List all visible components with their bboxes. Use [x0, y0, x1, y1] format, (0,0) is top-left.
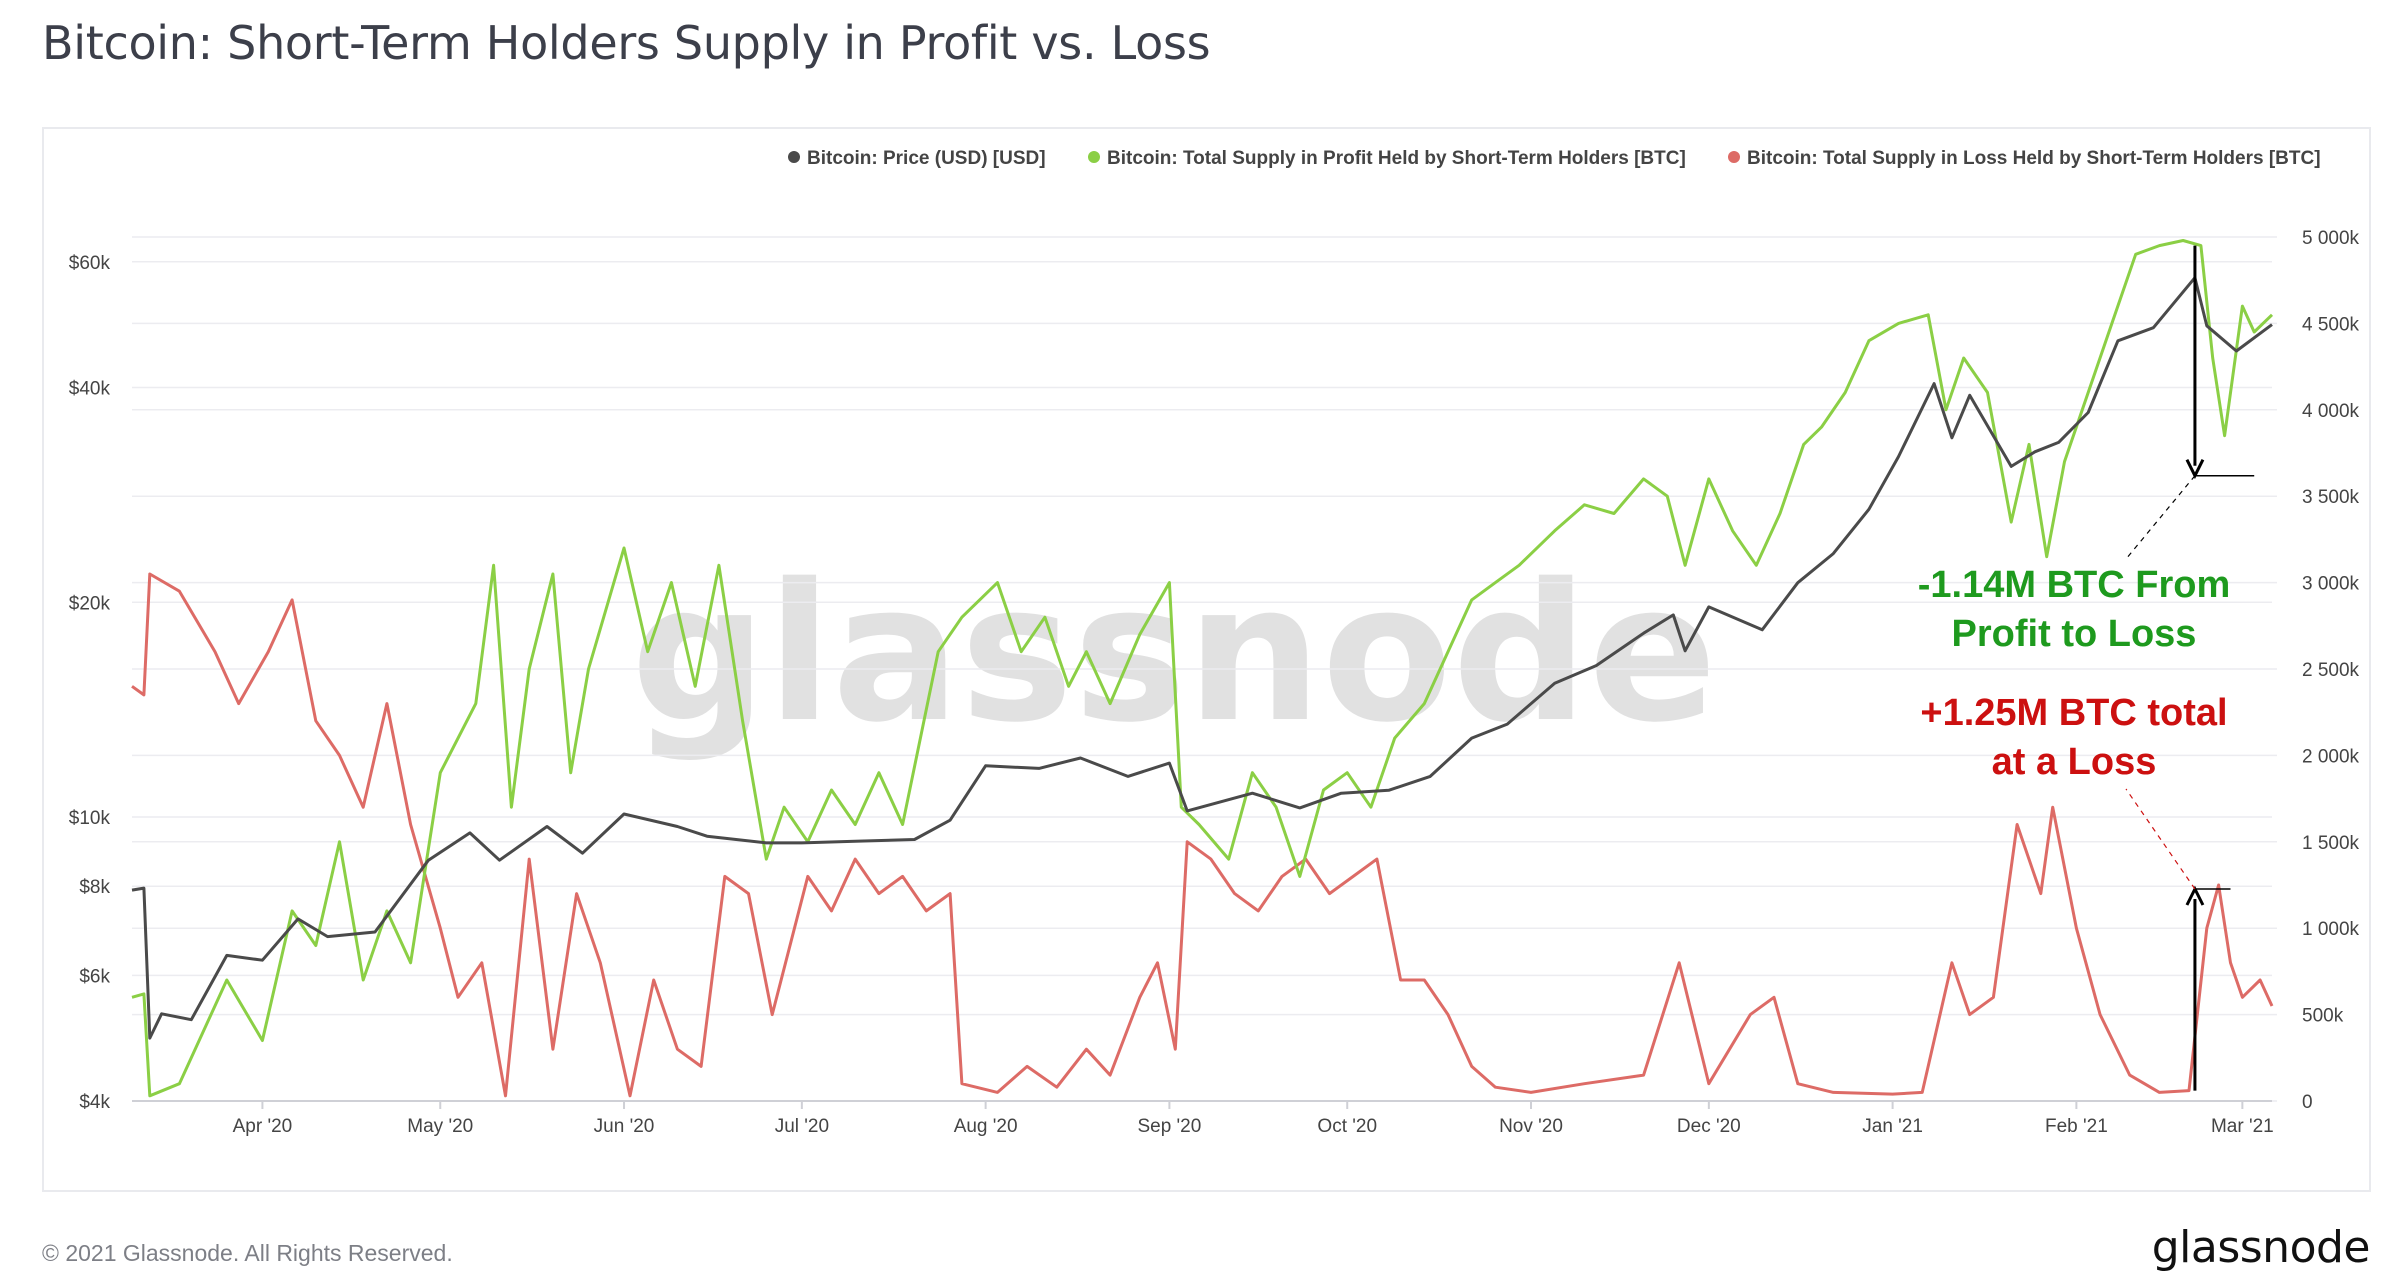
left-axis-tick-label: $4k — [79, 1092, 110, 1113]
legend-label: Bitcoin: Price (USD) [USD] — [807, 148, 1046, 169]
x-axis-tick-label: Jan '21 — [1862, 1116, 1923, 1137]
right-axis-tick-label: 1 000k — [2302, 919, 2360, 940]
chart-frame: glassnode 0 500k 1 000k 1 500k 2 000k 2 500k 3 … — [42, 127, 2371, 1192]
right-axis-tick-label: 5 000k — [2302, 228, 2360, 249]
legend-marker — [1728, 151, 1740, 163]
total-loss-annotation: at a Loss — [1992, 741, 2157, 783]
loss-annotation-leader — [2125, 788, 2196, 890]
legend-label: Bitcoin: Total Supply in Loss Held by Sh… — [1747, 148, 2321, 169]
x-axis-tick-label: Aug '20 — [954, 1116, 1018, 1137]
left-axis-tick-label: $60k — [69, 253, 111, 274]
legend-marker — [788, 151, 800, 163]
page-title: Bitcoin: Short-Term Holders Supply in Pr… — [42, 16, 1211, 70]
loss-series-line — [131, 572, 2274, 1098]
copyright-footer: © 2021 Glassnode. All Rights Reserved. — [42, 1240, 453, 1266]
profit-loss-annotation: Profit to Loss — [1952, 613, 2197, 655]
left-axis-tick-label: $8k — [79, 877, 110, 898]
right-axis-tick-label: 2 500k — [2302, 660, 2360, 681]
x-axis-tick-label: Jul '20 — [775, 1116, 829, 1137]
legend-marker — [1088, 151, 1100, 163]
x-axis-tick-label: Sep '20 — [1137, 1116, 1201, 1137]
brand-logo: glassnode — [2151, 1222, 2371, 1273]
x-axis-tick-label: Feb '21 — [2045, 1116, 2108, 1137]
left-axis-tick-label: $10k — [69, 808, 111, 829]
right-axis-tick-label: 1 500k — [2302, 833, 2360, 854]
right-axis-tick-label: 3 500k — [2302, 487, 2360, 508]
x-axis-tick-label: May '20 — [407, 1116, 473, 1137]
right-axis-tick-label: 500k — [2302, 1006, 2344, 1027]
x-axis-tick-label: Jun '20 — [594, 1116, 655, 1137]
x-axis-tick-label: Apr '20 — [233, 1116, 293, 1137]
x-axis-tick-label: Nov '20 — [1499, 1116, 1563, 1137]
legend-label: Bitcoin: Total Supply in Profit Held by … — [1107, 148, 1686, 169]
profit-annotation-leader — [2125, 475, 2196, 560]
left-axis-tick-label: $40k — [69, 378, 111, 399]
left-axis-tick-label: $6k — [79, 966, 110, 987]
profit-series-line — [131, 239, 2274, 1098]
right-axis-tick-label: 4 500k — [2302, 314, 2360, 335]
profit-loss-annotation: -1.14M BTC From — [1918, 564, 2230, 606]
x-axis-tick-label: Mar '21 — [2211, 1116, 2274, 1137]
right-axis-tick-label: 3 000k — [2302, 574, 2360, 595]
right-axis-tick-label: 2 000k — [2302, 746, 2360, 767]
left-axis-tick-label: $20k — [69, 593, 111, 614]
price-series-line — [131, 276, 2273, 1040]
x-axis-tick-label: Dec '20 — [1677, 1116, 1741, 1137]
right-axis-tick-label: 4 000k — [2302, 401, 2360, 422]
total-loss-annotation: +1.25M BTC total — [1920, 692, 2227, 734]
x-axis-tick-label: Oct '20 — [1317, 1116, 1377, 1137]
right-axis-tick-label: 0 — [2302, 1092, 2313, 1113]
